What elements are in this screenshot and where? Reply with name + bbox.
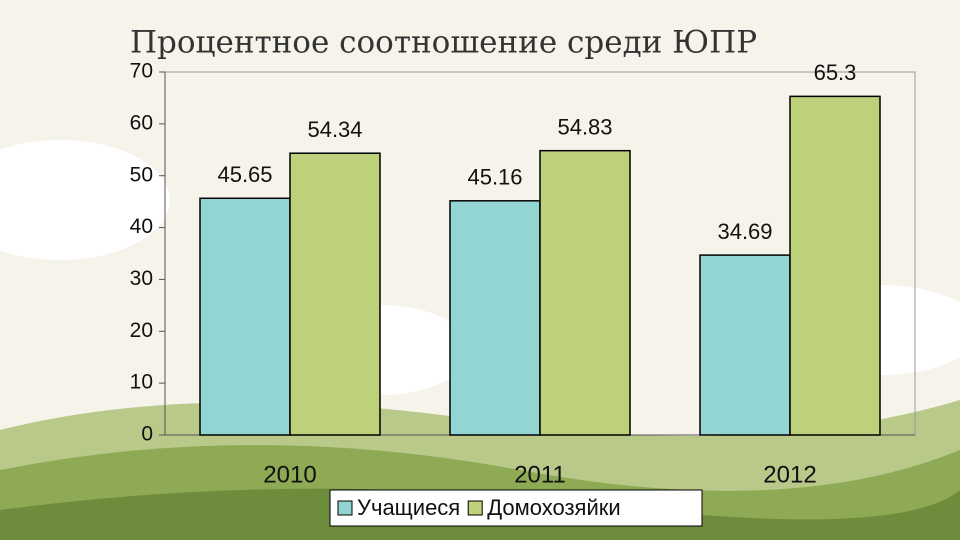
y-tick-label: 40 bbox=[130, 215, 153, 238]
cloud bbox=[0, 140, 170, 260]
value-label: 45.65 bbox=[217, 162, 272, 187]
x-tick-label: 2012 bbox=[763, 461, 816, 488]
value-label: 65.3 bbox=[814, 60, 857, 85]
bar bbox=[449, 200, 541, 436]
legend-swatch bbox=[337, 500, 353, 516]
bar bbox=[289, 152, 381, 436]
legend-swatch bbox=[467, 500, 483, 516]
y-tick-label: 0 bbox=[141, 423, 153, 446]
y-tick-label: 60 bbox=[130, 111, 153, 134]
y-tick-label: 70 bbox=[130, 60, 153, 83]
y-tick-label: 30 bbox=[130, 267, 153, 290]
legend-label: Домохозяйки bbox=[487, 495, 620, 520]
value-label: 54.83 bbox=[557, 114, 612, 139]
y-tick-label: 50 bbox=[130, 163, 153, 186]
bar bbox=[789, 95, 881, 436]
y-tick-label: 10 bbox=[130, 371, 153, 394]
x-tick-label: 2010 bbox=[263, 461, 316, 488]
legend-box bbox=[329, 489, 703, 527]
x-tick-label: 2011 bbox=[514, 461, 566, 488]
bar bbox=[539, 149, 631, 436]
legend-label: Учащиеся bbox=[357, 495, 460, 520]
chart-title: Процентное соотношение среди ЮПР bbox=[130, 25, 757, 61]
value-label: 45.16 bbox=[467, 165, 522, 190]
bar bbox=[199, 197, 291, 436]
y-tick-label: 20 bbox=[130, 319, 153, 342]
value-label: 34.69 bbox=[717, 219, 772, 244]
bar bbox=[699, 254, 791, 436]
value-label: 54.34 bbox=[307, 117, 362, 142]
